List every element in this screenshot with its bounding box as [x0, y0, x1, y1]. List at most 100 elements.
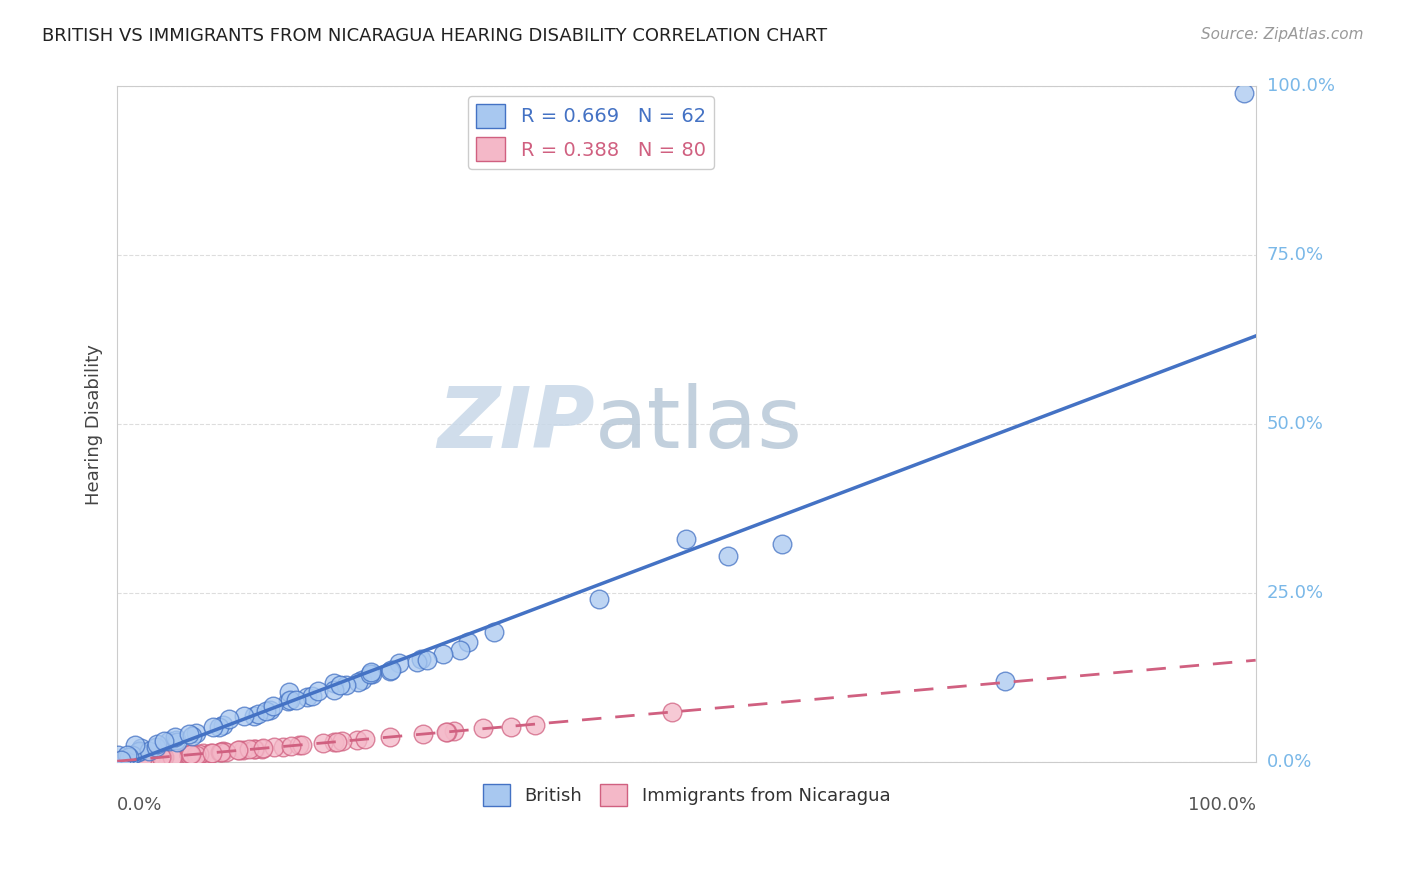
Point	[352, 673, 374, 688]
Point	[153, 750, 176, 764]
Point	[110, 754, 132, 768]
Point	[280, 739, 302, 753]
Point	[145, 739, 167, 754]
Point	[125, 752, 148, 766]
Point	[177, 747, 200, 762]
Point	[121, 748, 143, 763]
Legend: British, Immigrants from Nicaragua: British, Immigrants from Nicaragua	[475, 777, 897, 814]
Text: 0.0%: 0.0%	[117, 796, 163, 814]
Point	[149, 750, 172, 764]
Point	[124, 752, 146, 766]
Point	[242, 709, 264, 723]
Point	[177, 748, 200, 763]
Text: 75.0%: 75.0%	[1267, 246, 1324, 264]
Point	[114, 754, 136, 768]
Point	[128, 744, 150, 758]
Point	[471, 722, 494, 736]
Point	[360, 665, 382, 680]
Point	[197, 747, 219, 761]
Point	[129, 752, 152, 766]
Point	[291, 738, 314, 752]
Point	[128, 752, 150, 766]
Point	[152, 750, 174, 764]
Point	[111, 754, 134, 768]
Point	[122, 753, 145, 767]
Point	[153, 734, 176, 748]
Point	[263, 740, 285, 755]
Point	[449, 642, 471, 657]
Point	[288, 738, 311, 752]
Point	[443, 723, 465, 738]
Point	[307, 683, 329, 698]
Point	[312, 736, 335, 750]
Text: ZIP: ZIP	[437, 383, 595, 466]
Point	[110, 753, 132, 767]
Text: 0.0%: 0.0%	[1267, 753, 1312, 771]
Point	[117, 748, 139, 763]
Text: atlas: atlas	[595, 383, 803, 466]
Point	[434, 725, 457, 739]
Point	[112, 754, 135, 768]
Point	[675, 532, 697, 546]
Point	[661, 706, 683, 720]
Point	[238, 742, 260, 756]
Point	[165, 733, 187, 747]
Point	[277, 694, 299, 708]
Point	[323, 735, 346, 749]
Point	[187, 747, 209, 761]
Point	[202, 720, 225, 734]
Point	[432, 647, 454, 661]
Point	[326, 734, 349, 748]
Point	[157, 734, 180, 748]
Text: 100.0%: 100.0%	[1188, 796, 1256, 814]
Point	[388, 657, 411, 671]
Point	[184, 726, 207, 740]
Point	[329, 678, 352, 692]
Point	[181, 729, 204, 743]
Point	[117, 750, 139, 764]
Point	[107, 754, 129, 768]
Point	[285, 693, 308, 707]
Point	[323, 683, 346, 698]
Text: 25.0%: 25.0%	[1267, 584, 1324, 602]
Point	[124, 752, 146, 766]
Point	[228, 743, 250, 757]
Point	[770, 537, 793, 551]
Point	[160, 749, 183, 764]
Point	[149, 750, 172, 764]
Point	[380, 663, 402, 677]
Point	[354, 731, 377, 746]
Point	[717, 549, 740, 564]
Point	[412, 727, 434, 741]
Point	[127, 745, 149, 759]
Point	[136, 752, 159, 766]
Point	[301, 689, 323, 703]
Point	[138, 744, 160, 758]
Point	[142, 751, 165, 765]
Point	[179, 747, 201, 761]
Point	[994, 673, 1017, 688]
Point	[278, 693, 301, 707]
Point	[191, 747, 214, 761]
Point	[209, 746, 232, 760]
Point	[186, 747, 208, 762]
Point	[273, 739, 295, 754]
Text: Source: ZipAtlas.com: Source: ZipAtlas.com	[1201, 27, 1364, 42]
Point	[201, 746, 224, 760]
Point	[212, 718, 235, 732]
Point	[295, 690, 318, 705]
Point	[114, 754, 136, 768]
Point	[330, 733, 353, 747]
Point	[415, 653, 437, 667]
Point	[335, 678, 357, 692]
Point	[131, 752, 153, 766]
Y-axis label: Hearing Disability: Hearing Disability	[86, 343, 103, 505]
Point	[254, 704, 277, 718]
Point	[226, 743, 249, 757]
Point	[208, 745, 231, 759]
Point	[347, 674, 370, 689]
Point	[115, 753, 138, 767]
Point	[139, 751, 162, 765]
Point	[150, 750, 173, 764]
Point	[110, 754, 132, 768]
